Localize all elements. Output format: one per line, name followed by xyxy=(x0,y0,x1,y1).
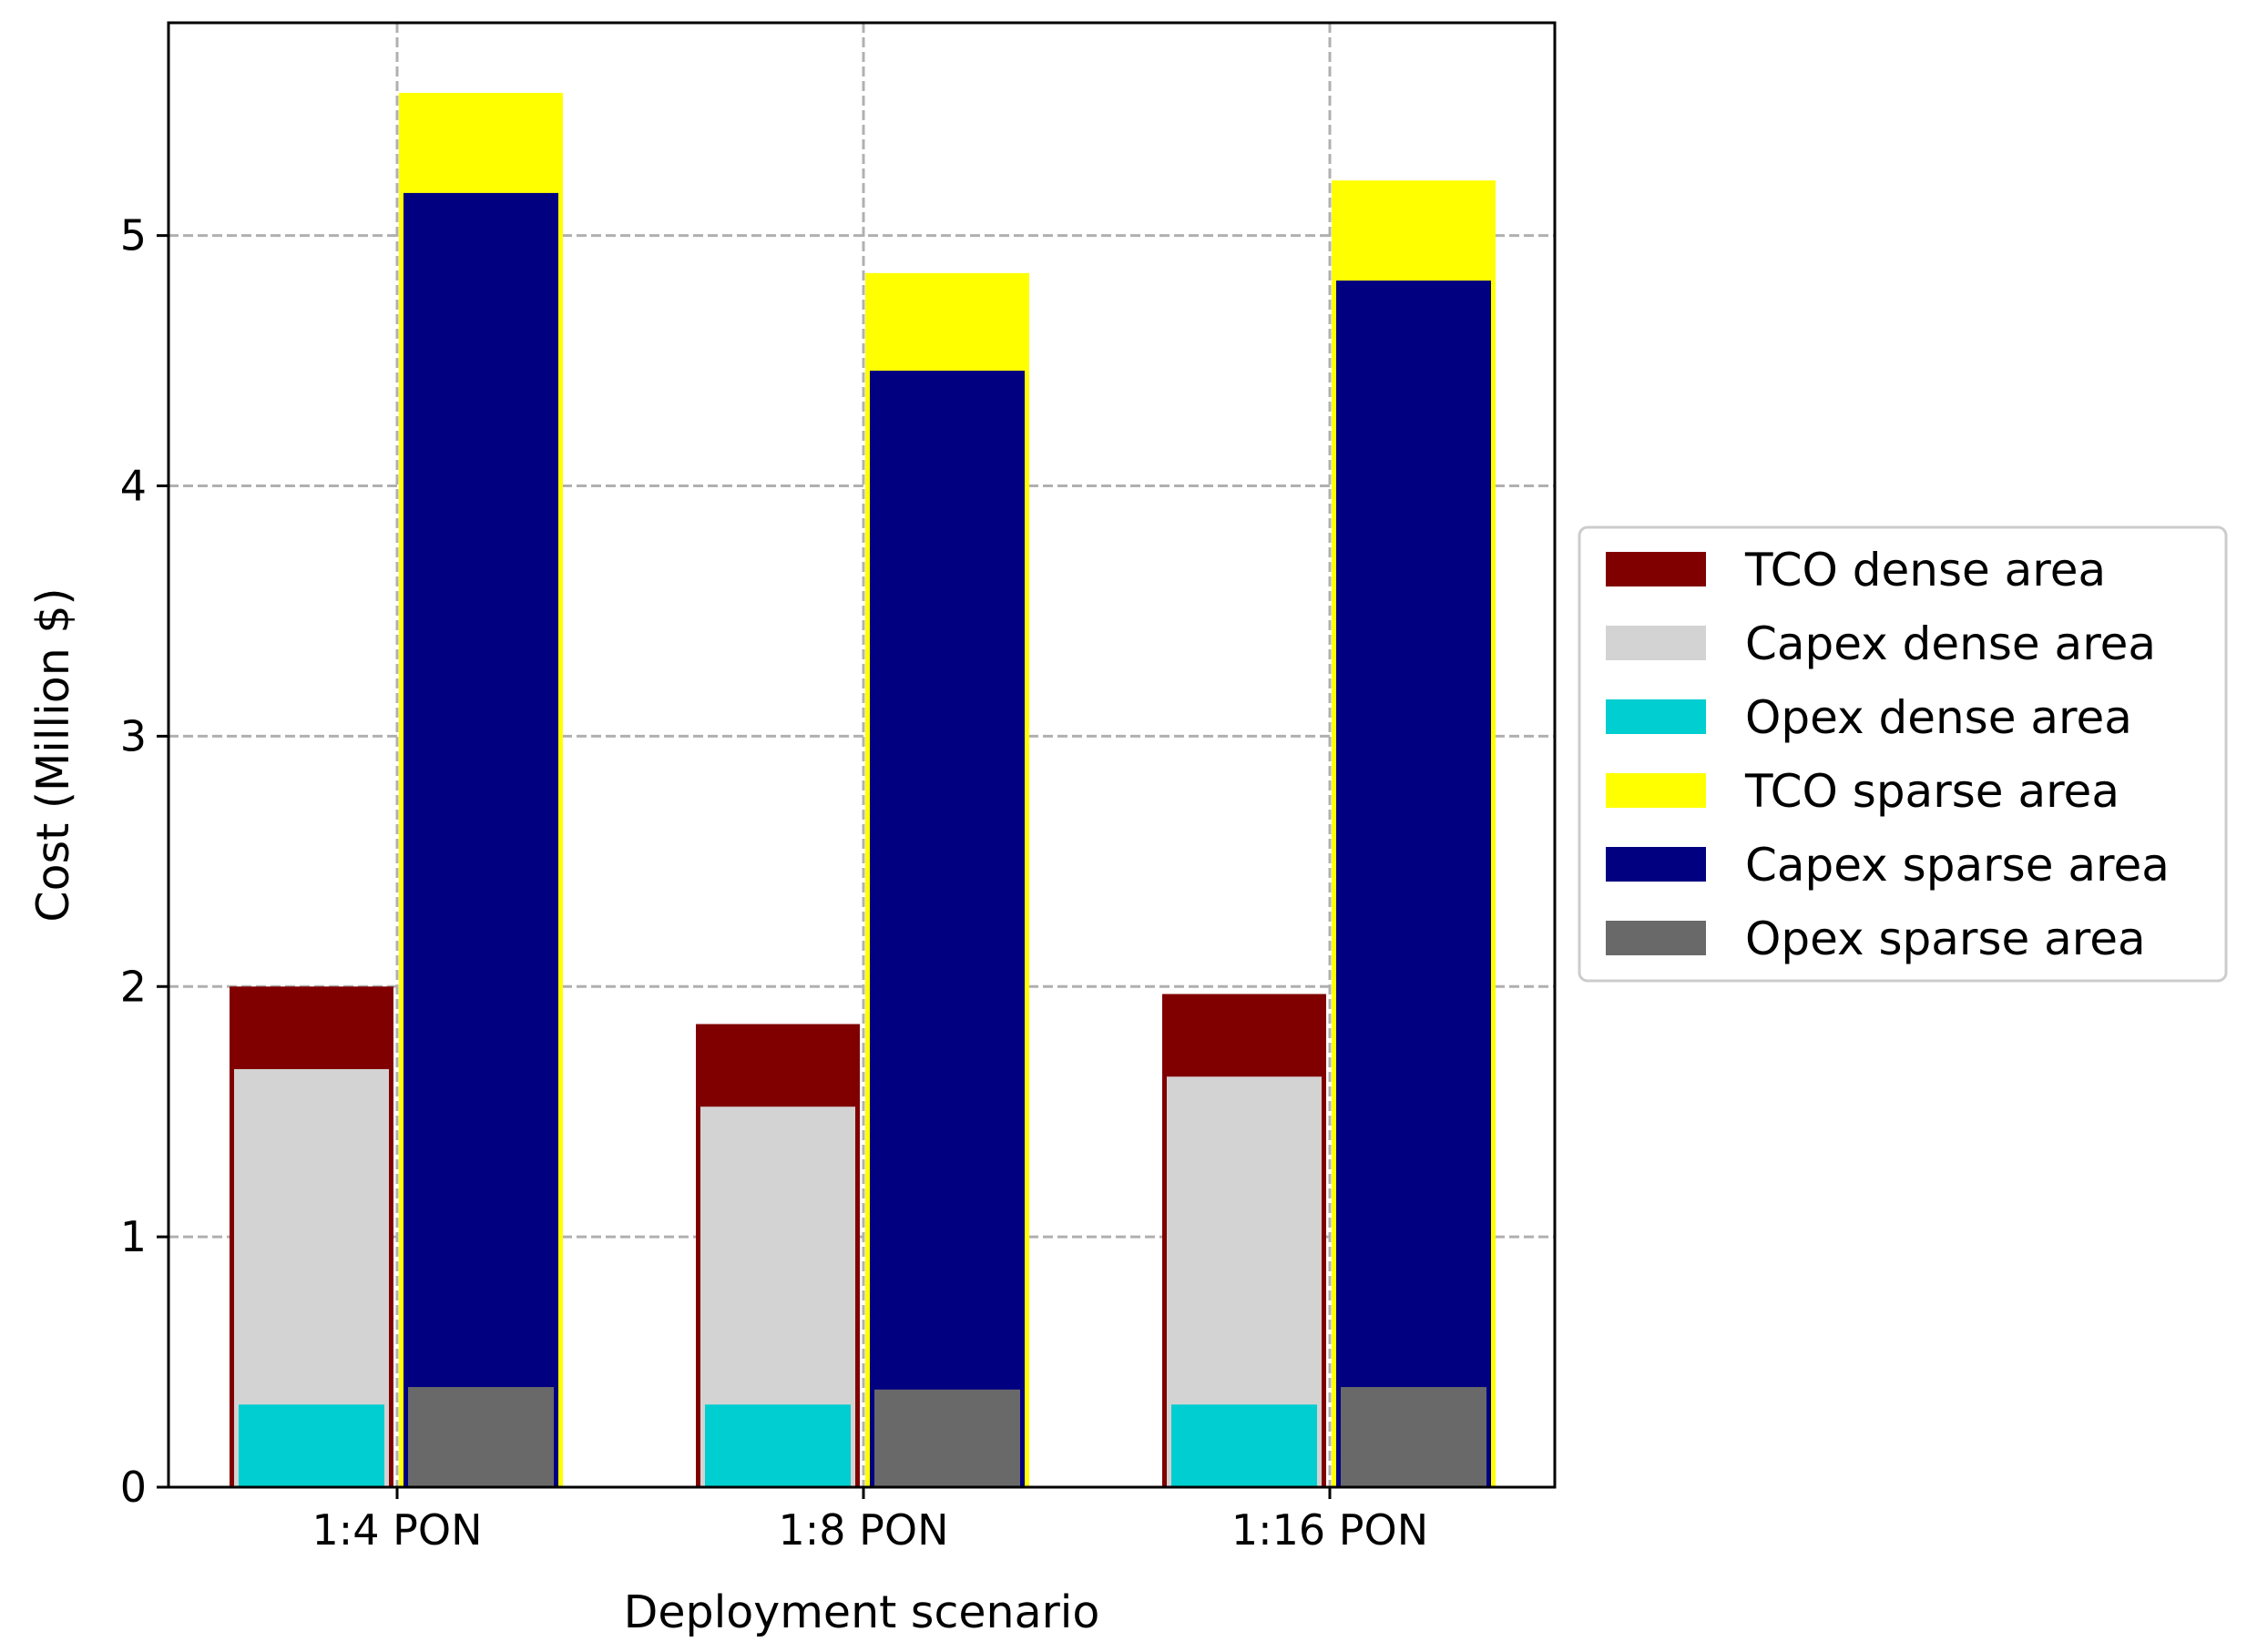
x-tick-label: 1:16 PON xyxy=(1231,1505,1428,1555)
bar-opex-dense-area xyxy=(239,1404,384,1487)
legend-label: Capex dense area xyxy=(1745,617,2156,670)
legend-frame xyxy=(1578,525,2228,983)
legend-swatch xyxy=(1606,699,1706,734)
legend-swatch xyxy=(1606,921,1706,955)
grid-vertical xyxy=(395,23,1332,1487)
y-tick-label: 2 xyxy=(120,962,147,1011)
legend-swatch xyxy=(1606,552,1706,586)
y-tick-label: 1 xyxy=(120,1212,147,1261)
y-axis-label: Cost (Million $) xyxy=(27,587,79,922)
bar-capex-sparse-area xyxy=(870,371,1025,1488)
bar-opex-dense-area xyxy=(705,1404,851,1487)
bar-opex-sparse-area xyxy=(408,1387,554,1487)
y-tick-label: 4 xyxy=(120,462,147,511)
x-tick-label: 1:8 PON xyxy=(778,1505,948,1555)
plot-frame xyxy=(167,21,1557,1489)
legend-label: TCO dense area xyxy=(1744,544,2106,597)
y-tick-label: 5 xyxy=(120,211,147,260)
bar-opex-dense-area xyxy=(1171,1404,1317,1487)
legend: TCO dense area Capex dense area Opex dense… xyxy=(1578,525,2228,983)
legend-swatch xyxy=(1606,847,1706,882)
y-tick-label: 0 xyxy=(120,1463,147,1512)
legend-label: Opex sparse area xyxy=(1745,913,2146,965)
bar-opex-sparse-area xyxy=(874,1389,1020,1487)
legend-label: Capex sparse area xyxy=(1745,839,2170,892)
legend-label: Opex dense area xyxy=(1745,691,2132,744)
bar-opex-sparse-area xyxy=(1341,1387,1486,1487)
legend-swatch xyxy=(1606,626,1706,660)
x-axis-label: Deployment scenario xyxy=(624,1586,1100,1638)
legend-swatch xyxy=(1606,773,1706,808)
bars xyxy=(230,92,1496,1488)
y-tick-label: 3 xyxy=(120,711,147,760)
axes: 0 1 2 3 4 5 1:4 PON 1:8 PON 1:16 PON xyxy=(120,211,1428,1555)
x-tick-label: 1:4 PON xyxy=(312,1505,482,1555)
legend-label: TCO sparse area xyxy=(1744,765,2119,818)
bar-capex-sparse-area xyxy=(1336,280,1491,1488)
bar-capex-sparse-area xyxy=(403,192,558,1487)
